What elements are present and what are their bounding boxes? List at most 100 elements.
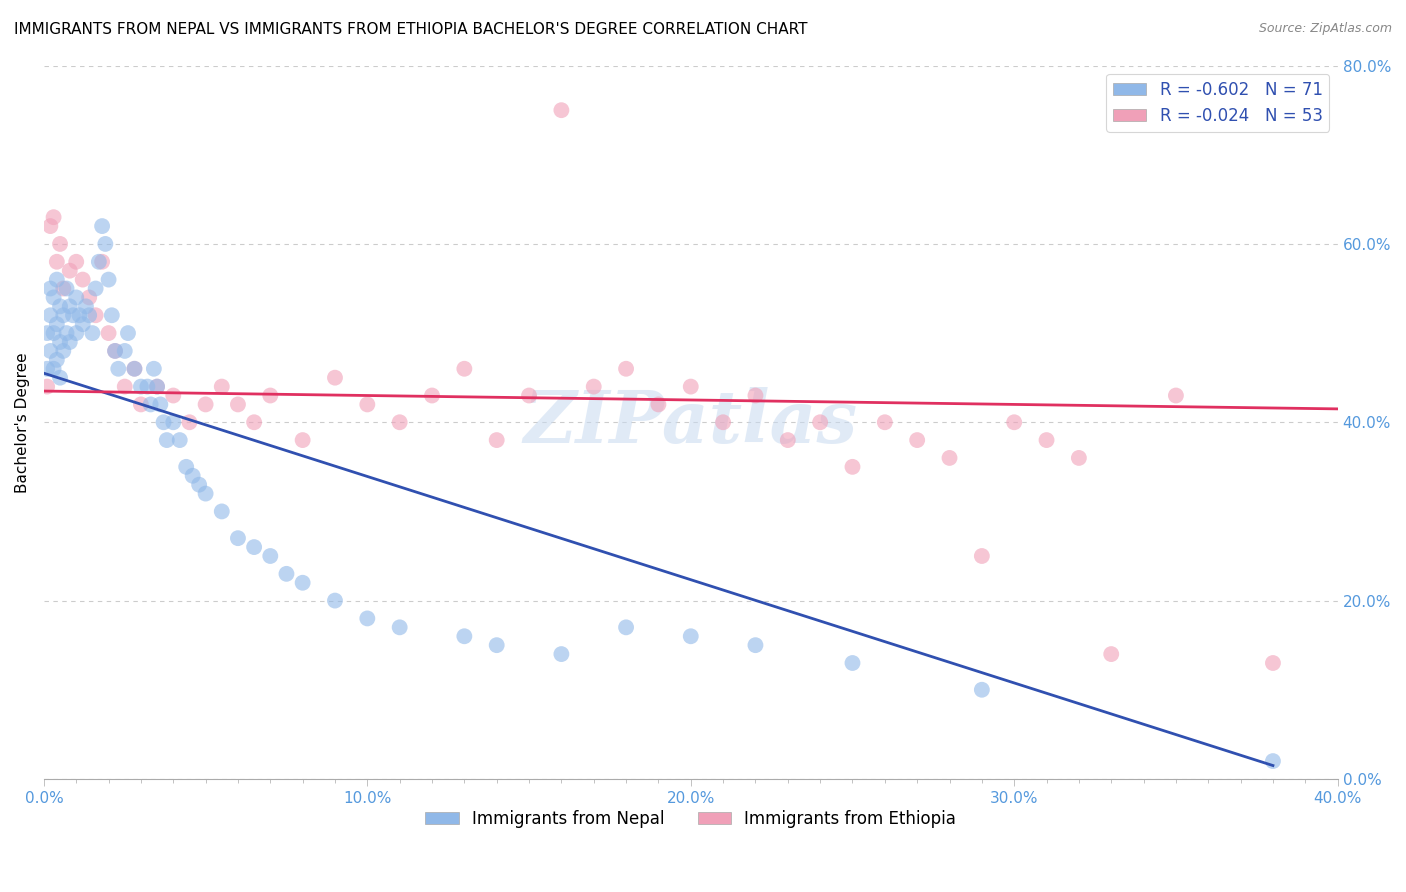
Legend: Immigrants from Nepal, Immigrants from Ethiopia: Immigrants from Nepal, Immigrants from E… (419, 804, 963, 835)
Point (550, 647, 572, 661)
Point (139, 397, 162, 411)
Point (49, 299, 72, 313)
Point (45, 272, 67, 286)
Point (744, 638, 766, 652)
Point (42, 210, 65, 224)
Point (45, 254, 67, 268)
Point (42, 326, 65, 340)
Point (614, 620, 637, 634)
Point (39, 219, 62, 233)
Point (37, 379, 59, 393)
Point (211, 504, 233, 518)
Point (169, 433, 191, 447)
Point (75, 299, 97, 313)
Point (517, 388, 540, 402)
Point (52, 343, 75, 358)
Point (52, 281, 75, 295)
Point (84, 308, 107, 322)
Point (243, 540, 266, 554)
Point (1261, 656, 1284, 670)
Point (388, 620, 411, 634)
Point (129, 397, 152, 411)
Point (181, 468, 204, 483)
Point (72, 272, 94, 286)
Point (1261, 754, 1284, 768)
Point (39, 343, 62, 358)
Point (59, 263, 82, 277)
Point (1035, 433, 1057, 447)
Point (162, 388, 184, 402)
Point (614, 361, 637, 376)
Point (938, 450, 960, 465)
Point (647, 397, 669, 411)
Point (49, 236, 72, 251)
Text: IMMIGRANTS FROM NEPAL VS IMMIGRANTS FROM ETHIOPIA BACHELOR'S DEGREE CORRELATION : IMMIGRANTS FROM NEPAL VS IMMIGRANTS FROM… (14, 22, 807, 37)
Point (104, 343, 127, 358)
Point (117, 326, 139, 340)
Point (97, 272, 120, 286)
Point (970, 682, 993, 697)
Point (136, 379, 159, 393)
Point (37, 361, 59, 376)
Point (679, 629, 702, 643)
Text: ZIPatlas: ZIPatlas (523, 387, 858, 458)
Point (259, 549, 281, 563)
Point (744, 388, 766, 402)
Point (550, 103, 572, 118)
Point (87, 254, 110, 268)
Point (841, 459, 863, 474)
Point (226, 397, 249, 411)
Point (226, 531, 249, 545)
Point (146, 379, 169, 393)
Point (114, 379, 136, 393)
Point (291, 575, 314, 590)
Point (1099, 647, 1122, 661)
Point (84, 281, 107, 295)
Point (49, 370, 72, 384)
Point (45, 352, 67, 367)
Point (146, 379, 169, 393)
Point (356, 611, 378, 625)
Point (873, 415, 896, 429)
Point (91, 254, 114, 268)
Point (142, 361, 165, 376)
Point (49, 334, 72, 349)
Point (194, 486, 217, 500)
Point (485, 638, 508, 652)
Point (243, 415, 266, 429)
Point (55, 281, 77, 295)
Point (45, 317, 67, 331)
Point (62, 308, 84, 322)
Point (42, 290, 65, 304)
Point (291, 433, 314, 447)
Point (388, 415, 411, 429)
Point (91, 219, 114, 233)
Point (37, 326, 59, 340)
Point (711, 415, 734, 429)
Point (162, 415, 184, 429)
Point (1002, 415, 1025, 429)
Point (1067, 450, 1090, 465)
Point (101, 308, 124, 322)
Point (94, 236, 117, 251)
Point (841, 656, 863, 670)
Point (453, 629, 475, 643)
Point (485, 433, 508, 447)
Point (174, 459, 197, 474)
Point (776, 433, 799, 447)
Point (905, 433, 928, 447)
Point (65, 326, 87, 340)
Point (124, 361, 146, 376)
Point (188, 477, 211, 491)
Point (77, 308, 100, 322)
Point (39, 281, 62, 295)
Point (59, 334, 82, 349)
Point (39, 308, 62, 322)
Text: Source: ZipAtlas.com: Source: ZipAtlas.com (1258, 22, 1392, 36)
Point (114, 343, 136, 358)
Point (323, 593, 346, 607)
Point (69, 308, 91, 322)
Point (107, 361, 129, 376)
Point (42, 361, 65, 376)
Point (453, 361, 475, 376)
